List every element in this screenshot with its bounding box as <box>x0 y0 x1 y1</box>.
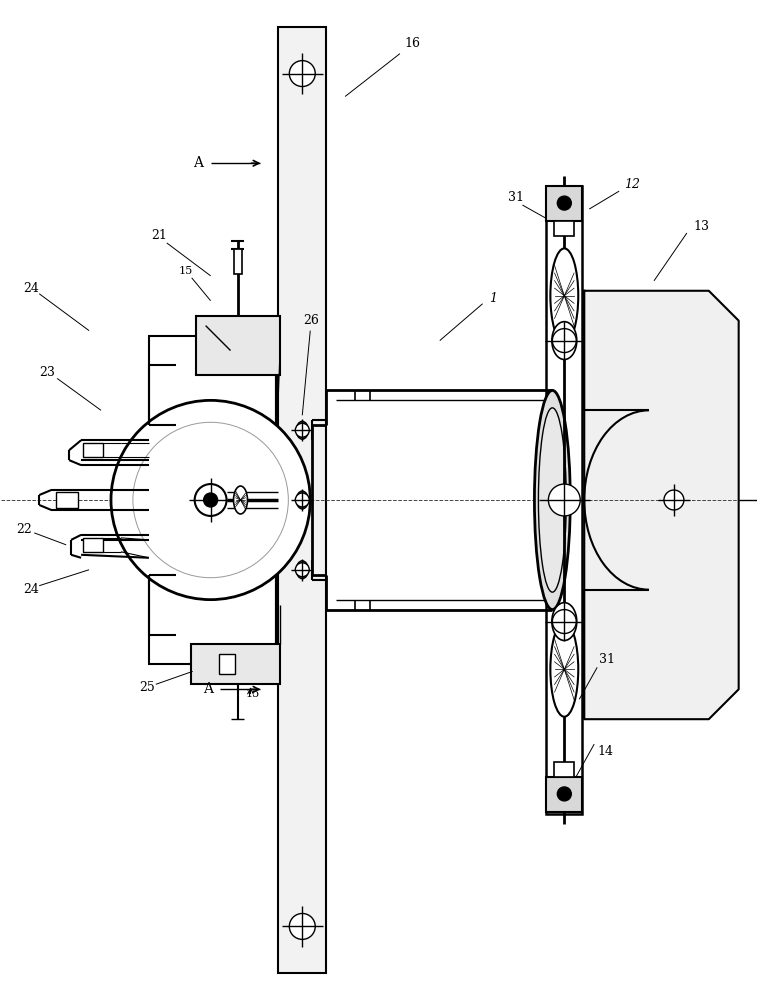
Text: 15: 15 <box>179 266 193 276</box>
Circle shape <box>290 913 315 939</box>
Text: 1: 1 <box>490 292 497 305</box>
Circle shape <box>204 493 218 507</box>
Text: 26: 26 <box>303 314 319 327</box>
Bar <box>547 777 582 812</box>
Text: A: A <box>193 156 202 170</box>
Bar <box>83 538 103 552</box>
Circle shape <box>664 490 684 510</box>
Circle shape <box>557 196 572 210</box>
Text: 31: 31 <box>508 191 524 204</box>
Ellipse shape <box>296 421 309 439</box>
Ellipse shape <box>233 486 247 514</box>
Ellipse shape <box>296 491 309 509</box>
Ellipse shape <box>552 603 577 640</box>
Bar <box>547 186 582 814</box>
Text: 15: 15 <box>246 689 260 699</box>
Text: A: A <box>202 682 213 696</box>
Bar <box>554 762 575 777</box>
Ellipse shape <box>296 561 309 579</box>
Bar <box>149 336 277 664</box>
Bar <box>547 186 582 221</box>
Bar <box>218 654 234 674</box>
Circle shape <box>553 329 576 353</box>
Ellipse shape <box>552 322 577 360</box>
Bar <box>191 644 280 684</box>
Text: 16: 16 <box>405 37 421 50</box>
Text: 31: 31 <box>599 653 615 666</box>
Ellipse shape <box>550 622 578 717</box>
Text: 14: 14 <box>597 745 613 758</box>
Text: 13: 13 <box>694 220 709 233</box>
Circle shape <box>557 787 572 801</box>
Ellipse shape <box>538 408 566 592</box>
Ellipse shape <box>534 390 570 610</box>
Text: 22: 22 <box>17 523 32 536</box>
Circle shape <box>296 563 309 577</box>
Bar <box>196 316 280 375</box>
Circle shape <box>296 493 309 507</box>
Bar <box>83 443 103 457</box>
Bar <box>554 221 575 236</box>
Polygon shape <box>584 291 739 719</box>
Circle shape <box>296 423 309 437</box>
Text: 24: 24 <box>23 583 39 596</box>
Bar <box>233 249 242 274</box>
Text: 21: 21 <box>151 229 167 242</box>
Circle shape <box>133 422 288 578</box>
Text: 12: 12 <box>624 178 640 191</box>
Circle shape <box>548 484 581 516</box>
Ellipse shape <box>550 248 578 343</box>
Circle shape <box>553 610 576 634</box>
Text: 24: 24 <box>23 282 39 295</box>
Bar <box>278 27 326 973</box>
Bar <box>56 492 78 508</box>
Text: 25: 25 <box>139 681 155 694</box>
Text: 23: 23 <box>39 366 55 379</box>
Circle shape <box>195 484 227 516</box>
Circle shape <box>290 61 315 87</box>
Circle shape <box>111 400 310 600</box>
